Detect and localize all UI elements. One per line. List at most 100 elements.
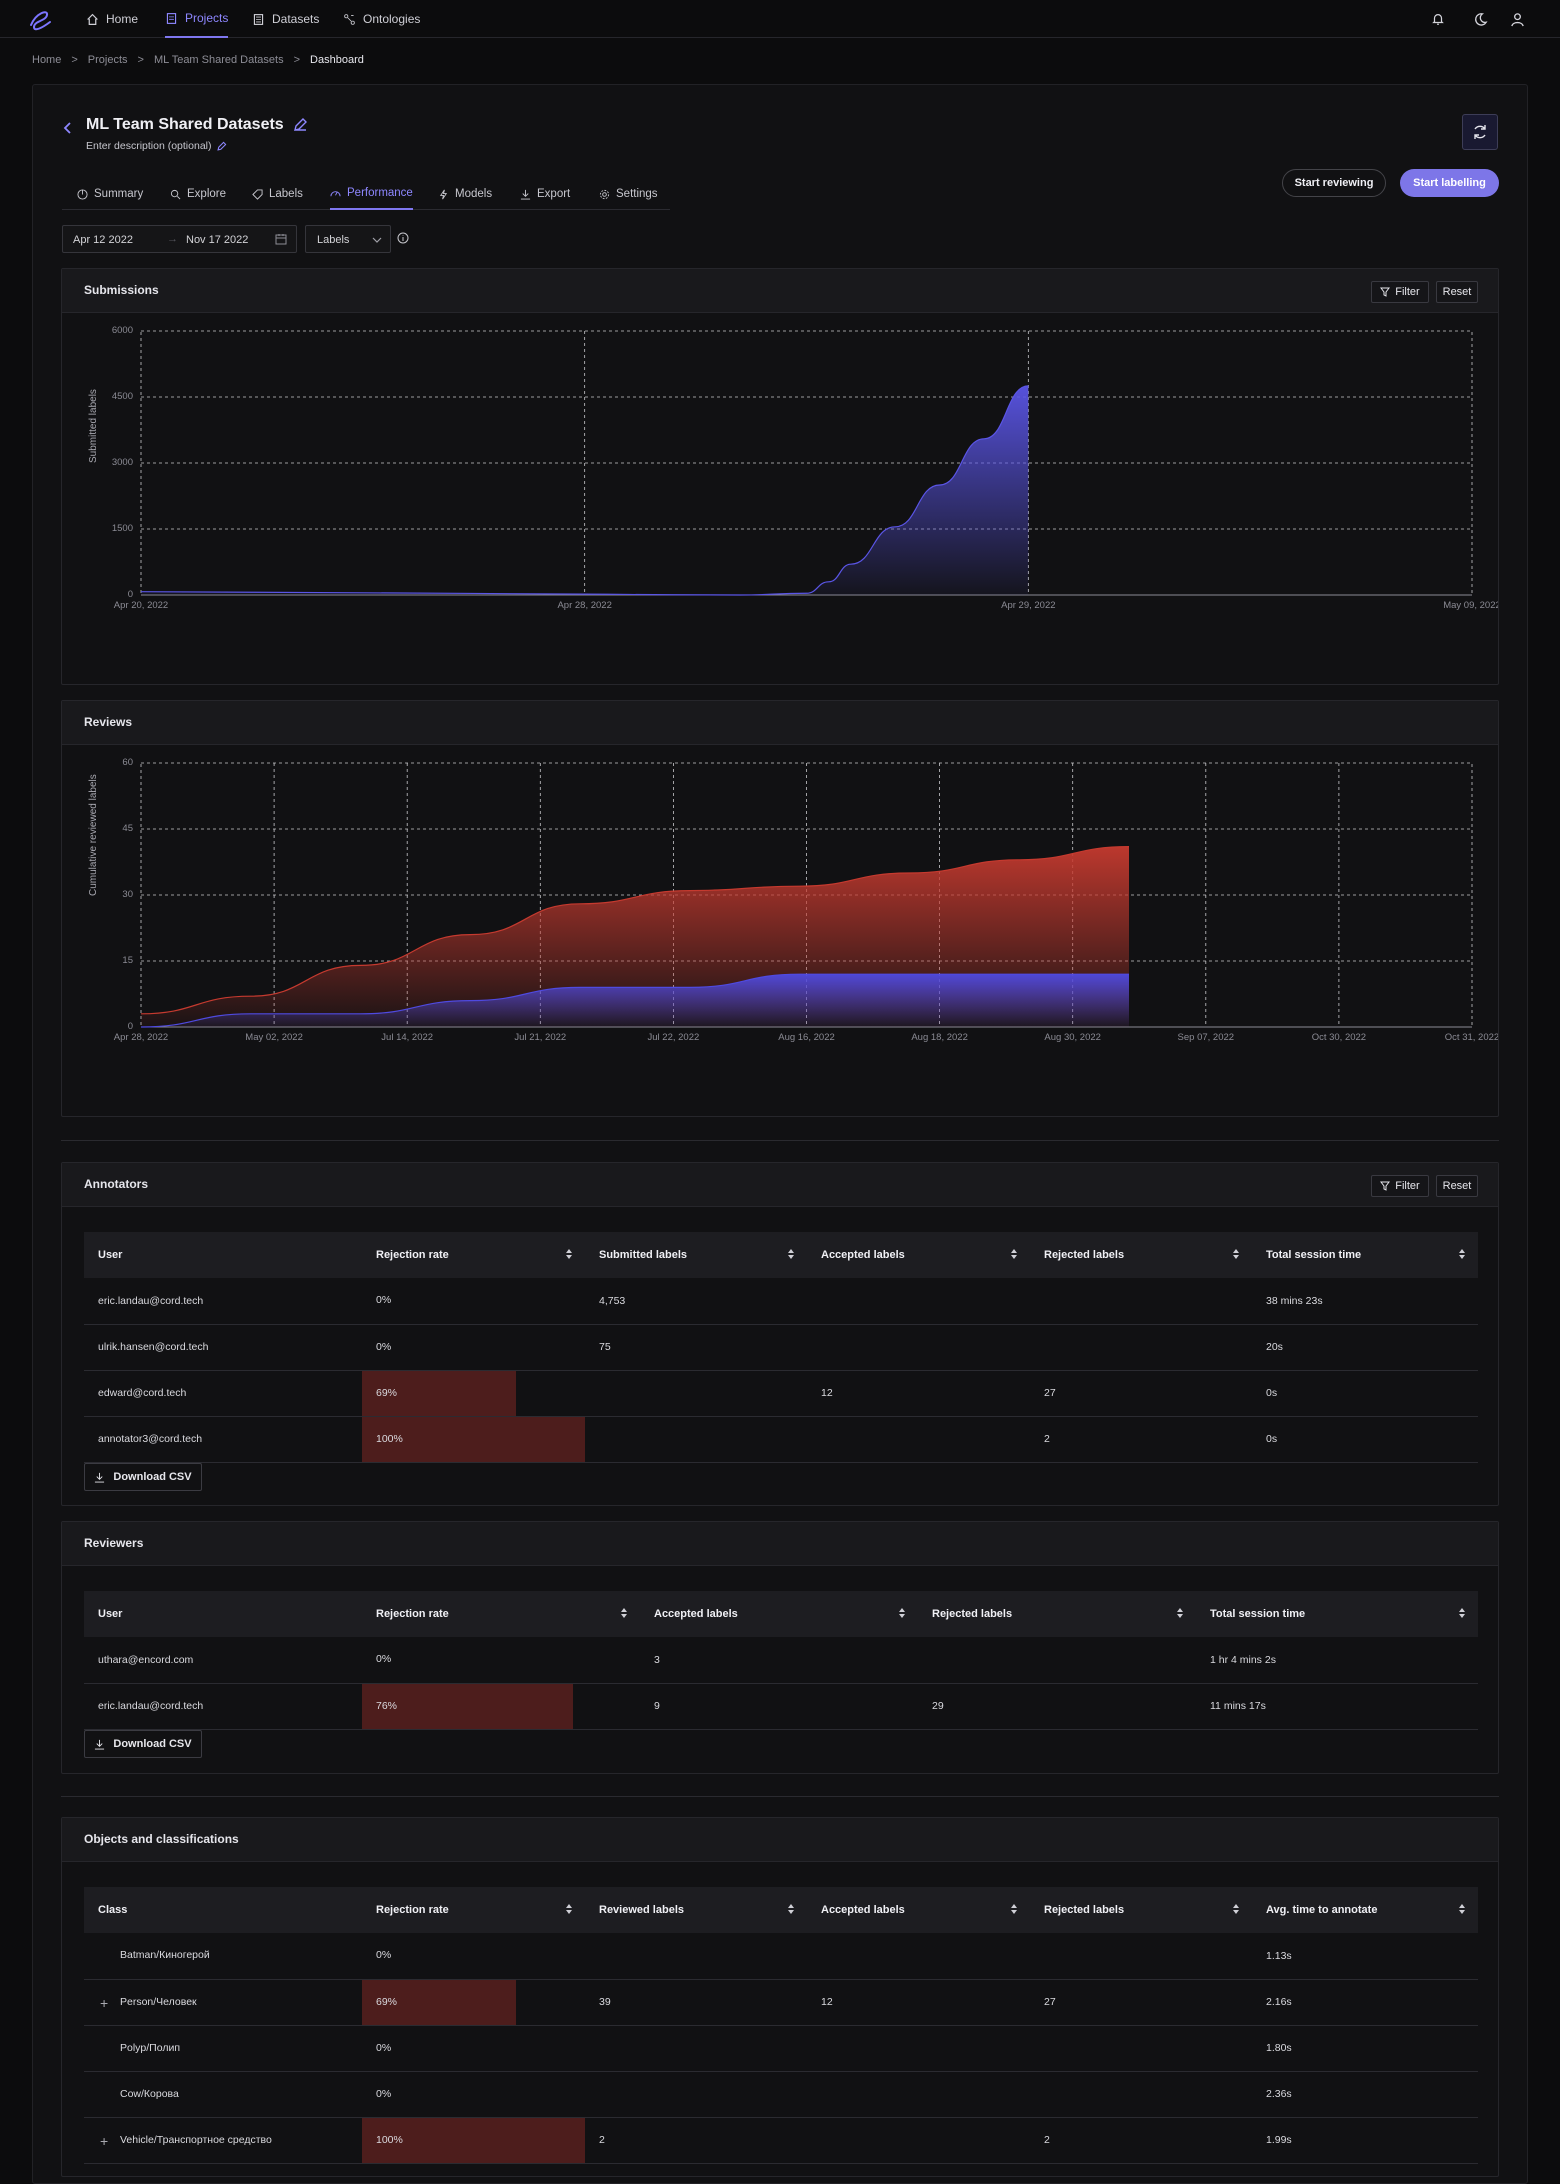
tab-performance[interactable]: Performance (330, 178, 413, 210)
column-header-avg-time-to-annotate[interactable]: Avg. time to annotate (1252, 1887, 1478, 1933)
encord-logo[interactable] (26, 5, 56, 33)
annotators-table-body: eric.landau@cord.tech 0% 4,753 38 mins 23s u… (84, 1278, 1478, 1463)
breadcrumb-projects[interactable]: Projects (87, 54, 128, 66)
tab-settings[interactable]: Settings (599, 178, 658, 210)
metric-select[interactable]: Labels (305, 225, 391, 253)
tab-labels-label: Labels (269, 188, 303, 200)
sort-icon[interactable] (1010, 1248, 1018, 1260)
column-header-class[interactable]: Class (84, 1887, 362, 1933)
reviewers-table: User Rejection rate Accepted labels Rejecte… (84, 1591, 1478, 1730)
sort-icon[interactable] (1232, 1248, 1240, 1260)
annotators-download-csv-button[interactable]: Download CSV (84, 1463, 202, 1491)
column-header-user[interactable]: User (84, 1591, 362, 1637)
sort-icon[interactable] (1010, 1903, 1018, 1915)
reviewers-card-header: Reviewers (62, 1522, 1498, 1566)
column-header-accepted-labels[interactable]: Accepted labels (807, 1232, 1030, 1278)
start-labelling-button[interactable]: Start labelling (1400, 169, 1499, 197)
sort-icon[interactable] (1458, 1607, 1466, 1619)
submissions-reset-button[interactable]: Reset (1436, 281, 1478, 303)
edit-description-icon[interactable] (216, 141, 227, 152)
column-header-rejected-labels[interactable]: Rejected labels (1030, 1232, 1252, 1278)
accepted-cell-value: 3 (654, 1653, 660, 1666)
column-header-rejected-labels[interactable]: Rejected labels (918, 1591, 1196, 1637)
chart-plot-area (140, 330, 1473, 596)
x-tick-label: Oct 30, 2022 (1311, 1032, 1367, 1043)
column-header-total-session-time[interactable]: Total session time (1252, 1232, 1478, 1278)
expand-row-icon[interactable]: + (100, 2132, 109, 2149)
table-header-row: Class Rejection rate Reviewed labels Accept… (84, 1887, 1478, 1933)
x-tick-label: Jul 22, 2022 (647, 1032, 700, 1043)
user-cell: eric.landau@cord.tech (84, 1683, 362, 1730)
table-header-row: User Rejection rate Accepted labels Rejecte… (84, 1591, 1478, 1637)
objects-table: Class Rejection rate Reviewed labels Accept… (84, 1887, 1478, 2164)
annotators-filter-button[interactable]: Filter (1371, 1175, 1429, 1197)
column-header-rejected-labels[interactable]: Rejected labels (1030, 1887, 1252, 1933)
tab-summary[interactable]: Summary (77, 178, 143, 210)
back-arrow-icon[interactable] (62, 121, 74, 135)
column-header-label: Total session time (1266, 1249, 1362, 1261)
edit-title-icon[interactable] (292, 117, 308, 133)
user-menu-button[interactable] (1507, 9, 1527, 29)
avg-time-cell: 1.13s (1252, 1933, 1478, 1980)
nav-home[interactable]: Home (86, 0, 138, 38)
nav-projects[interactable]: Projects (165, 0, 229, 38)
column-header-total-session-time[interactable]: Total session time (1196, 1591, 1478, 1637)
column-header-label: Reviewed labels (599, 1904, 684, 1916)
user-cell-value: eric.landau@cord.tech (98, 1294, 204, 1307)
avg-time-cell: 2.36s (1252, 2071, 1478, 2118)
sort-icon[interactable] (565, 1903, 573, 1915)
column-header-accepted-labels[interactable]: Accepted labels (807, 1887, 1030, 1933)
column-header-user[interactable]: User (84, 1232, 362, 1278)
column-header-submitted-labels[interactable]: Submitted labels (585, 1232, 807, 1278)
sort-icon[interactable] (898, 1607, 906, 1619)
breadcrumb-project[interactable]: ML Team Shared Datasets (153, 54, 284, 66)
x-tick-label: Apr 20, 2022 (113, 600, 169, 611)
tab-models[interactable]: Models (438, 178, 492, 210)
tab-export[interactable]: Export (520, 178, 570, 210)
sort-icon[interactable] (787, 1248, 795, 1260)
date-range-picker[interactable]: Apr 12 2022 → Nov 17 2022 (62, 225, 297, 253)
rejection-rate-bar (362, 2117, 585, 2163)
column-header-label: Accepted labels (821, 1904, 905, 1916)
sync-button[interactable] (1462, 114, 1498, 150)
avg-time-cell-value: 2.36s (1266, 2088, 1292, 2100)
start-date-value[interactable]: Apr 12 2022 (73, 234, 133, 246)
annotators-reset-button[interactable]: Reset (1436, 1175, 1478, 1197)
project-description[interactable]: Enter description (optional) (86, 140, 227, 152)
nav-datasets[interactable]: Datasets (252, 0, 319, 38)
sort-icon[interactable] (1458, 1903, 1466, 1915)
column-header-rejection-rate[interactable]: Rejection rate (362, 1232, 585, 1278)
sort-icon[interactable] (565, 1248, 573, 1260)
x-tick-label: Aug 16, 2022 (778, 1032, 835, 1043)
column-header-rejection-rate[interactable]: Rejection rate (362, 1887, 585, 1933)
accepted-cell-value: 12 (821, 1387, 833, 1399)
sort-icon[interactable] (620, 1607, 628, 1619)
sort-icon[interactable] (1176, 1607, 1184, 1619)
session-time-cell: 0s (1252, 1370, 1478, 1417)
end-date-value[interactable]: Nov 17 2022 (186, 234, 249, 246)
column-header-reviewed-labels[interactable]: Reviewed labels (585, 1887, 807, 1933)
nav-ontologies[interactable]: Ontologies (343, 0, 420, 38)
info-icon[interactable] (397, 232, 409, 244)
reviewers-download-csv-button[interactable]: Download CSV (84, 1730, 202, 1758)
column-header-accepted-labels[interactable]: Accepted labels (640, 1591, 918, 1637)
column-header-rejection-rate[interactable]: Rejection rate (362, 1591, 640, 1637)
rejection-rate-value: 100% (376, 2133, 403, 2146)
class-name: Polyp/Полип (120, 2041, 181, 2054)
rejected-cell: 29 (918, 1683, 1196, 1730)
reviews-title: Reviews (84, 715, 133, 729)
rejected-cell: 2 (1030, 1416, 1252, 1463)
expand-row-icon[interactable]: + (100, 1994, 109, 2011)
notifications-button[interactable] (1428, 9, 1448, 29)
breadcrumb-home[interactable]: Home (32, 54, 62, 66)
sort-icon[interactable] (1232, 1903, 1240, 1915)
y-tick-label: 6000 (111, 325, 133, 336)
submissions-filter-button[interactable]: Filter (1371, 281, 1429, 303)
theme-toggle-button[interactable] (1470, 9, 1490, 29)
sort-icon[interactable] (787, 1903, 795, 1915)
start-reviewing-button[interactable]: Start reviewing (1282, 169, 1386, 197)
tab-labels[interactable]: Labels (252, 178, 303, 210)
tab-explore[interactable]: Explore (170, 178, 226, 210)
session-time-cell-value: 20s (1266, 1341, 1283, 1353)
sort-icon[interactable] (1458, 1248, 1466, 1260)
